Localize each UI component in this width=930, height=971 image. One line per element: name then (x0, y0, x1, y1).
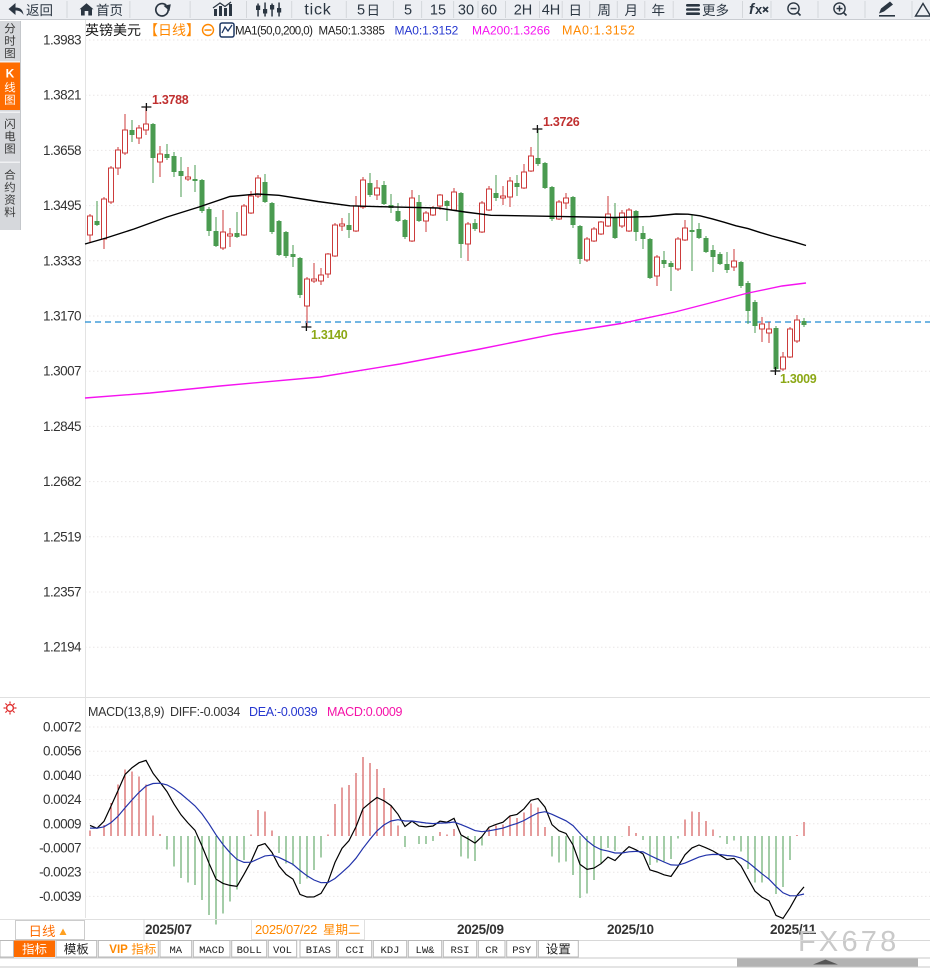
svg-text:1.3495: 1.3495 (43, 198, 81, 213)
svg-text:K: K (6, 67, 15, 81)
svg-text:f: f (749, 1, 756, 18)
svg-text:1.3788: 1.3788 (152, 93, 189, 107)
svg-text:15: 15 (430, 3, 446, 19)
svg-text:RSI: RSI (451, 945, 470, 957)
svg-text:x: x (755, 2, 763, 17)
svg-text:VIP: VIP (109, 944, 128, 956)
svg-text:1.2682: 1.2682 (43, 474, 81, 489)
svg-text:LW&: LW& (416, 945, 436, 957)
svg-text:2025/07: 2025/07 (145, 922, 192, 937)
svg-text:MA50:1.3385: MA50:1.3385 (319, 26, 385, 38)
svg-text:DIFF:-0.0034: DIFF:-0.0034 (170, 705, 240, 719)
svg-text:0.0072: 0.0072 (43, 720, 81, 735)
svg-text:1.3983: 1.3983 (43, 33, 81, 48)
svg-text:1.2357: 1.2357 (43, 585, 81, 600)
svg-text:-0.0007: -0.0007 (39, 841, 81, 856)
svg-text:0.0009: 0.0009 (43, 816, 81, 831)
svg-text:4H: 4H (542, 3, 561, 19)
svg-text:KDJ: KDJ (381, 945, 400, 957)
svg-text:BIAS: BIAS (306, 945, 331, 957)
svg-text:DEA:-0.0039: DEA:-0.0039 (249, 705, 318, 719)
svg-text:MA0:1.3152: MA0:1.3152 (562, 24, 635, 38)
svg-text:2025/07/22: 2025/07/22 (255, 922, 317, 937)
svg-text:1.3140: 1.3140 (311, 328, 348, 342)
svg-text:2H: 2H (514, 3, 533, 19)
svg-text:MACD: MACD (199, 945, 224, 957)
svg-text:2025/10: 2025/10 (607, 922, 654, 937)
svg-text:30: 30 (458, 3, 474, 19)
svg-text:MA: MA (169, 945, 182, 957)
svg-text:VOL: VOL (273, 945, 292, 957)
svg-text:1.2519: 1.2519 (43, 529, 81, 544)
svg-text:1.3821: 1.3821 (43, 88, 81, 103)
svg-text:PSY: PSY (512, 945, 532, 957)
svg-text:1.3170: 1.3170 (43, 309, 81, 324)
svg-text:0.0040: 0.0040 (43, 768, 81, 783)
svg-text:FX678: FX678 (798, 926, 899, 958)
svg-text:1.2845: 1.2845 (43, 419, 81, 434)
svg-text:0.0024: 0.0024 (43, 792, 82, 807)
svg-text:MACD:0.0009: MACD:0.0009 (327, 705, 403, 719)
svg-text:1.3726: 1.3726 (543, 115, 580, 129)
svg-text:1.2194: 1.2194 (43, 640, 82, 655)
svg-text:CR: CR (485, 945, 498, 957)
svg-text:-0.0039: -0.0039 (39, 889, 81, 904)
svg-text:BOLL: BOLL (237, 945, 262, 957)
svg-text:tick: tick (304, 2, 331, 19)
svg-text:2025/11: 2025/11 (770, 922, 817, 937)
svg-text:60: 60 (481, 3, 497, 19)
svg-text:-0.0023: -0.0023 (39, 865, 81, 880)
svg-text:5: 5 (357, 3, 365, 19)
svg-text:MA0:1.3152: MA0:1.3152 (395, 24, 459, 38)
svg-text:1.3658: 1.3658 (43, 143, 81, 158)
svg-text:1.3009: 1.3009 (780, 372, 817, 386)
svg-text:MA200:1.3266: MA200:1.3266 (472, 24, 550, 38)
svg-text:MA1(50,0,200,0): MA1(50,0,200,0) (235, 26, 313, 38)
svg-text:0.0056: 0.0056 (43, 744, 81, 759)
svg-text:5: 5 (404, 3, 412, 19)
svg-text:1.3007: 1.3007 (43, 364, 81, 379)
svg-text:CCI: CCI (346, 945, 365, 957)
svg-text:1.3333: 1.3333 (43, 253, 81, 268)
svg-text:MACD(13,8,9): MACD(13,8,9) (88, 705, 164, 719)
svg-text:2025/09: 2025/09 (457, 922, 504, 937)
